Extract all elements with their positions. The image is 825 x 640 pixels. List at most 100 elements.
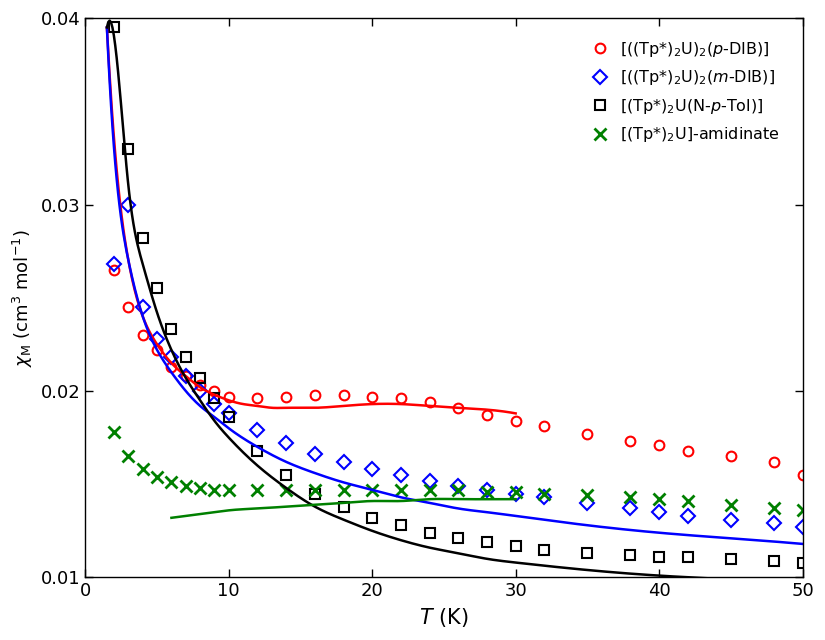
[(Tp*)$_2$U(N-$p$-Tol)]	[798, 559, 808, 566]
[(Tp*)$_2$U]-amidinate	[482, 488, 492, 495]
[((Tp*)$_2$U)$_2$($p$-DIB)]	[511, 417, 521, 425]
[(Tp*)$_2$U(N-$p$-Tol)]	[310, 490, 320, 497]
[((Tp*)$_2$U)$_2$($p$-DIB)]	[654, 441, 664, 449]
[(Tp*)$_2$U(N-$p$-Tol)]	[540, 546, 549, 554]
[(Tp*)$_2$U(N-$p$-Tol)]	[511, 542, 521, 550]
[(Tp*)$_2$U(N-$p$-Tol)]	[224, 413, 233, 421]
[((Tp*)$_2$U)$_2$($p$-DIB)]	[196, 381, 205, 389]
[(Tp*)$_2$U]-amidinate	[252, 486, 262, 493]
[((Tp*)$_2$U)$_2$($m$-DIB)]	[654, 508, 664, 516]
[(Tp*)$_2$U]-amidinate	[109, 428, 119, 436]
[(Tp*)$_2$U]-amidinate	[396, 486, 406, 493]
[((Tp*)$_2$U)$_2$($m$-DIB)]	[181, 372, 191, 380]
[((Tp*)$_2$U)$_2$($p$-DIB)]	[124, 303, 134, 311]
[((Tp*)$_2$U)$_2$($p$-DIB)]	[482, 412, 492, 419]
[((Tp*)$_2$U)$_2$($m$-DIB)]	[167, 354, 177, 362]
[((Tp*)$_2$U)$_2$($m$-DIB)]	[683, 512, 693, 520]
[(Tp*)$_2$U(N-$p$-Tol)]	[454, 534, 464, 542]
[((Tp*)$_2$U)$_2$($p$-DIB)]	[396, 395, 406, 403]
[(Tp*)$_2$U]-amidinate	[224, 486, 233, 493]
[((Tp*)$_2$U)$_2$($m$-DIB)]	[124, 201, 134, 209]
[((Tp*)$_2$U)$_2$($p$-DIB)]	[181, 372, 191, 380]
[((Tp*)$_2$U)$_2$($m$-DIB)]	[210, 400, 219, 408]
[(Tp*)$_2$U]-amidinate	[683, 497, 693, 505]
[((Tp*)$_2$U)$_2$($p$-DIB)]	[252, 395, 262, 403]
[(Tp*)$_2$U]-amidinate	[310, 486, 320, 493]
[((Tp*)$_2$U)$_2$($m$-DIB)]	[224, 410, 233, 417]
[(Tp*)$_2$U(N-$p$-Tol)]	[167, 326, 177, 333]
[(Tp*)$_2$U]-amidinate	[654, 495, 664, 503]
[(Tp*)$_2$U(N-$p$-Tol)]	[181, 354, 191, 362]
[(Tp*)$_2$U]-amidinate	[769, 505, 779, 513]
[((Tp*)$_2$U)$_2$($m$-DIB)]	[726, 516, 736, 524]
[(Tp*)$_2$U]-amidinate	[338, 486, 348, 493]
[((Tp*)$_2$U)$_2$($p$-DIB)]	[769, 458, 779, 466]
[((Tp*)$_2$U)$_2$($p$-DIB)]	[582, 430, 592, 438]
[(Tp*)$_2$U(N-$p$-Tol)]	[152, 285, 162, 292]
[((Tp*)$_2$U)$_2$($m$-DIB)]	[425, 477, 435, 484]
[(Tp*)$_2$U(N-$p$-Tol)]	[425, 529, 435, 536]
[((Tp*)$_2$U)$_2$($p$-DIB)]	[210, 387, 219, 395]
[((Tp*)$_2$U)$_2$($m$-DIB)]	[338, 458, 348, 466]
[((Tp*)$_2$U)$_2$($p$-DIB)]	[454, 404, 464, 412]
[((Tp*)$_2$U)$_2$($m$-DIB)]	[540, 493, 549, 501]
[((Tp*)$_2$U)$_2$($p$-DIB)]	[540, 422, 549, 430]
[((Tp*)$_2$U)$_2$($p$-DIB)]	[683, 447, 693, 454]
[(Tp*)$_2$U]-amidinate	[798, 506, 808, 514]
[(Tp*)$_2$U]-amidinate	[726, 501, 736, 509]
[((Tp*)$_2$U)$_2$($p$-DIB)]	[138, 332, 148, 339]
[((Tp*)$_2$U)$_2$($p$-DIB)]	[109, 266, 119, 274]
[((Tp*)$_2$U)$_2$($m$-DIB)]	[310, 451, 320, 458]
[((Tp*)$_2$U)$_2$($m$-DIB)]	[138, 303, 148, 311]
[(Tp*)$_2$U]-amidinate	[582, 492, 592, 499]
[(Tp*)$_2$U]-amidinate	[425, 486, 435, 493]
[(Tp*)$_2$U(N-$p$-Tol)]	[338, 503, 348, 511]
[((Tp*)$_2$U)$_2$($p$-DIB)]	[367, 393, 377, 401]
[(Tp*)$_2$U]-amidinate	[454, 486, 464, 493]
[((Tp*)$_2$U)$_2$($m$-DIB)]	[511, 490, 521, 497]
[((Tp*)$_2$U)$_2$($m$-DIB)]	[281, 440, 291, 447]
X-axis label: $T$ (K): $T$ (K)	[419, 606, 469, 629]
[(Tp*)$_2$U]-amidinate	[196, 484, 205, 492]
[((Tp*)$_2$U)$_2$($m$-DIB)]	[252, 426, 262, 434]
[((Tp*)$_2$U)$_2$($m$-DIB)]	[798, 524, 808, 531]
[((Tp*)$_2$U)$_2$($m$-DIB)]	[582, 499, 592, 507]
[(Tp*)$_2$U(N-$p$-Tol)]	[769, 557, 779, 564]
[(Tp*)$_2$U(N-$p$-Tol)]	[367, 514, 377, 522]
Line: [(Tp*)$_2$U]-amidinate: [(Tp*)$_2$U]-amidinate	[109, 426, 808, 516]
[((Tp*)$_2$U)$_2$($m$-DIB)]	[152, 335, 162, 342]
[(Tp*)$_2$U]-amidinate	[625, 493, 635, 501]
[(Tp*)$_2$U(N-$p$-Tol)]	[726, 555, 736, 563]
[((Tp*)$_2$U)$_2$($p$-DIB)]	[167, 363, 177, 371]
[((Tp*)$_2$U)$_2$($m$-DIB)]	[769, 520, 779, 527]
[(Tp*)$_2$U(N-$p$-Tol)]	[210, 395, 219, 403]
[(Tp*)$_2$U(N-$p$-Tol)]	[396, 522, 406, 529]
[(Tp*)$_2$U(N-$p$-Tol)]	[281, 471, 291, 479]
[((Tp*)$_2$U)$_2$($m$-DIB)]	[454, 483, 464, 490]
Y-axis label: $\chi_\mathrm{M}$ (cm$^3$ mol$^{-1}$): $\chi_\mathrm{M}$ (cm$^3$ mol$^{-1}$)	[11, 229, 35, 367]
[((Tp*)$_2$U)$_2$($p$-DIB)]	[152, 346, 162, 354]
[(Tp*)$_2$U]-amidinate	[511, 488, 521, 495]
[(Tp*)$_2$U(N-$p$-Tol)]	[625, 551, 635, 559]
[((Tp*)$_2$U)$_2$($p$-DIB)]	[425, 398, 435, 406]
[((Tp*)$_2$U)$_2$($m$-DIB)]	[367, 465, 377, 473]
Legend: [((Tp*)$_2$U)$_2$($p$-DIB)], [((Tp*)$_2$U)$_2$($m$-DIB)], [(Tp*)$_2$U(N-$p$-Tol): [((Tp*)$_2$U)$_2$($p$-DIB)], [((Tp*)$_2$…	[582, 32, 787, 152]
[(Tp*)$_2$U(N-$p$-Tol)]	[109, 24, 119, 31]
[(Tp*)$_2$U(N-$p$-Tol)]	[252, 447, 262, 454]
[((Tp*)$_2$U)$_2$($p$-DIB)]	[310, 391, 320, 399]
[(Tp*)$_2$U]-amidinate	[152, 473, 162, 481]
[(Tp*)$_2$U]-amidinate	[210, 486, 219, 493]
[(Tp*)$_2$U(N-$p$-Tol)]	[683, 553, 693, 561]
Line: [(Tp*)$_2$U(N-$p$-Tol)]: [(Tp*)$_2$U(N-$p$-Tol)]	[109, 22, 808, 568]
[(Tp*)$_2$U]-amidinate	[138, 465, 148, 473]
Line: [((Tp*)$_2$U)$_2$($m$-DIB)]: [((Tp*)$_2$U)$_2$($m$-DIB)]	[109, 200, 808, 532]
Line: [((Tp*)$_2$U)$_2$($p$-DIB)]: [((Tp*)$_2$U)$_2$($p$-DIB)]	[109, 265, 808, 480]
[(Tp*)$_2$U]-amidinate	[540, 490, 549, 497]
[((Tp*)$_2$U)$_2$($p$-DIB)]	[281, 393, 291, 401]
[((Tp*)$_2$U)$_2$($p$-DIB)]	[798, 471, 808, 479]
[(Tp*)$_2$U]-amidinate	[181, 483, 191, 490]
[(Tp*)$_2$U(N-$p$-Tol)]	[124, 145, 134, 152]
[(Tp*)$_2$U]-amidinate	[367, 486, 377, 493]
[(Tp*)$_2$U]-amidinate	[167, 479, 177, 486]
[((Tp*)$_2$U)$_2$($m$-DIB)]	[482, 486, 492, 493]
